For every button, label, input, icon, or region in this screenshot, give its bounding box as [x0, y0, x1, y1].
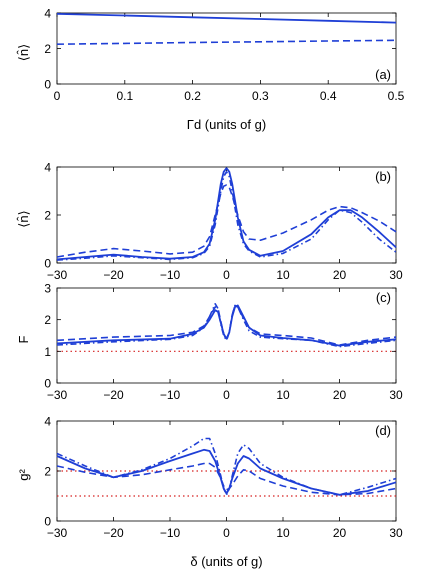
x-tick-label: 0.1 [116, 89, 133, 103]
series-line-dashed [56, 304, 397, 346]
plot-frame [56, 166, 397, 264]
series-line-dashdot [56, 437, 397, 496]
x-tick-label: −20 [103, 388, 124, 402]
x-tick-label: 30 [389, 388, 403, 402]
x-axis-label: δ (units of g) [190, 554, 262, 569]
x-tick-label: −20 [103, 526, 124, 540]
y-tick-label: 3 [44, 282, 51, 296]
x-tick-label: 30 [389, 268, 403, 282]
x-tick-label: −30 [47, 268, 68, 282]
x-tick-label: −30 [47, 526, 68, 540]
x-tick-label: 0.5 [388, 89, 405, 103]
x-tick-label: 20 [333, 268, 347, 282]
x-tick-label: −20 [103, 268, 124, 282]
x-tick-label: −10 [160, 526, 181, 540]
y-tick-label: 1 [44, 345, 51, 359]
panel-label: (d) [375, 423, 391, 438]
x-tick-label: −30 [47, 388, 68, 402]
y-tick-label: 0 [44, 78, 51, 92]
y-tick-label: 4 [44, 161, 51, 175]
panel-label: (b) [375, 169, 391, 184]
y-axis-label: F [16, 335, 31, 343]
y-tick-label: 2 [44, 42, 51, 56]
x-axis-label: Γd (units of g) [187, 117, 266, 132]
x-tick-label: 0 [223, 526, 230, 540]
y-tick-label: 0 [44, 515, 51, 529]
x-tick-label: 0 [54, 89, 61, 103]
series-line-solid [56, 167, 397, 261]
y-axis-label: ⟨n̂⟩ [16, 44, 31, 61]
x-tick-label: 0 [223, 268, 230, 282]
panel-label: (a) [375, 67, 391, 82]
y-tick-label: 4 [44, 7, 51, 21]
y-tick-label: 2 [44, 465, 51, 479]
x-tick-label: 20 [333, 526, 347, 540]
series-line-solid [56, 448, 397, 496]
y-axis-label: ⟨n̂⟩ [16, 210, 31, 227]
series-line-dashed [56, 39, 397, 45]
x-tick-label: 0.2 [184, 89, 201, 103]
x-tick-label: −10 [160, 388, 181, 402]
y-tick-label: 2 [44, 313, 51, 327]
y-tick-label: 0 [44, 257, 51, 271]
y-tick-label: 0 [44, 377, 51, 391]
plot-frame [56, 12, 397, 85]
y-axis-label: g² [16, 469, 31, 481]
x-tick-label: 30 [389, 526, 403, 540]
x-tick-label: 0.3 [252, 89, 269, 103]
x-tick-label: −10 [160, 268, 181, 282]
plot-frame [56, 287, 397, 384]
y-tick-label: 4 [44, 415, 51, 429]
x-tick-label: 10 [276, 526, 290, 540]
series-line-solid [56, 304, 397, 347]
x-tick-label: 0 [223, 388, 230, 402]
x-tick-label: 20 [333, 388, 347, 402]
series-line-dashed [56, 184, 397, 258]
panel-label: (c) [376, 290, 391, 305]
series-line-dashed [56, 462, 397, 496]
x-tick-label: 10 [276, 268, 290, 282]
x-tick-label: 0.4 [320, 89, 337, 103]
y-tick-label: 2 [44, 209, 51, 223]
series-line-dashdot [56, 171, 397, 261]
series-line-dashdot [56, 303, 397, 348]
series-line-solid [56, 13, 397, 24]
x-tick-label: 10 [276, 388, 290, 402]
